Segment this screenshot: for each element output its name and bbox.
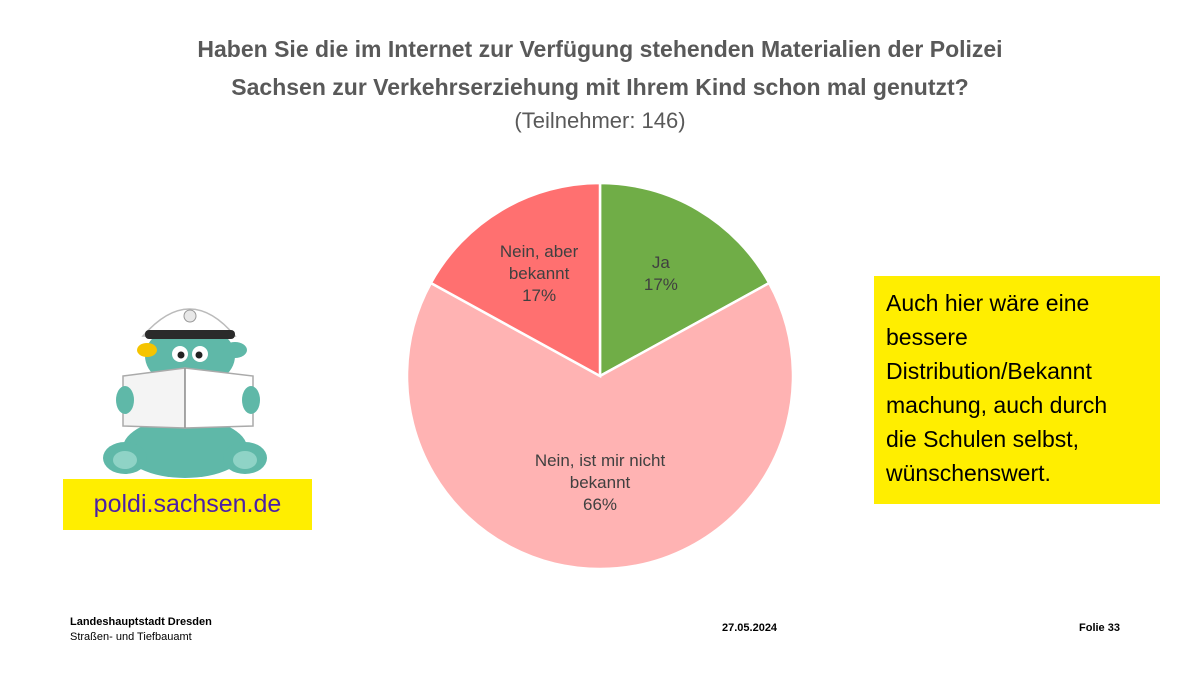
note-line: bessere [886,324,968,350]
note-line: machung, auch durch [886,392,1108,418]
note-line: Distribution/Bekannt [886,358,1092,384]
pie-slice-category: Nein, ist mir nicht [535,451,666,470]
note-box: Auch hier wäre eine bessere Distribution… [874,276,1160,504]
note-line: Auch hier wäre eine [886,290,1090,316]
pie-slice [429,181,602,379]
title-line-2: Sachsen zur Verkehrserziehung mit Ihrem … [231,74,969,100]
pie-slice-value: 17% [644,275,678,294]
footer-slide-number: Folie 33 [1079,622,1120,634]
pie-slice-value: 17% [522,286,556,305]
pie-slice [598,181,771,379]
note-line: wünschenswert. [886,460,1051,486]
pie-slice [405,281,795,571]
note-line: die Schulen selbst, [886,426,1080,452]
pie-slice-label: Nein, aber bekannt 17% [500,242,579,305]
chart-title: Haben Sie die im Internet zur Verfügung … [100,30,1100,136]
pie-slice-label: Ja 17% [644,253,678,294]
pie-slice-category: bekannt [570,473,631,492]
poldi-mascot-image [103,308,267,478]
pie-slice-label: Nein, ist mir nicht bekannt 66% [535,451,666,514]
chart-subtitle: (Teilnehmer: 146) [514,108,686,133]
pie-chart: Ja 17%Nein, ist mir nicht bekannt 66%Nein, … [405,181,795,571]
footer-date: 27.05.2024 [722,622,778,634]
footer-org-dept: Straßen- und Tiefbauamt [70,631,192,643]
pie-slice-category: bekannt [509,264,570,283]
pie-slice-value: 66% [583,495,617,514]
title-line-1: Haben Sie die im Internet zur Verfügung … [197,36,1003,62]
poldi-url-box: poldi.sachsen.de [63,479,312,530]
footer-org-name: Landeshauptstadt Dresden [70,616,212,628]
footer-organization: Landeshauptstadt Dresden Straßen- und Ti… [70,615,212,645]
pie-slice-category: Ja [652,253,671,272]
pie-slice-category: Nein, aber [500,242,579,261]
